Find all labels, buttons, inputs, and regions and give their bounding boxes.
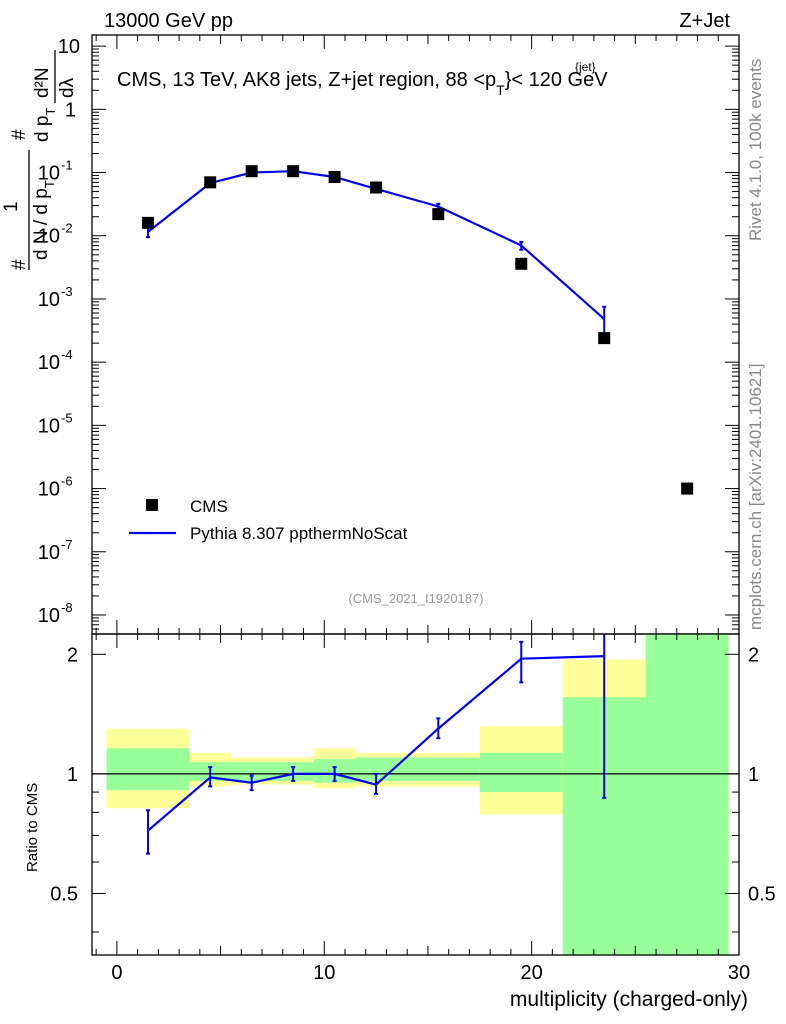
cms-data-point bbox=[141, 216, 154, 229]
main-ytick-label: 10 bbox=[38, 542, 60, 564]
main-ylabel: # 1 d N / d pT # d pT d²N dλ bbox=[1, 50, 78, 270]
legend-label-cms: CMS bbox=[190, 497, 228, 516]
main-frame bbox=[91, 34, 740, 635]
legend-label-pythia: Pythia 8.307 ppthermNoScat bbox=[190, 524, 408, 543]
ratio-ylabel: Ratio to CMS bbox=[24, 783, 41, 872]
ylabel-dpt-sub: T bbox=[43, 108, 58, 116]
chart-title-prefix: CMS, 13 TeV, AK8 jets, Z+jet region, 88 … bbox=[117, 69, 496, 91]
main-ytick-label-base: 10 bbox=[38, 352, 60, 374]
cms-data-point bbox=[370, 181, 383, 194]
main-ytick-label-base: 10 bbox=[38, 479, 60, 501]
ylabel-d2n: d²N bbox=[32, 67, 53, 98]
main-ytick-label-exp: -8 bbox=[61, 600, 73, 615]
main-ytick-label-base: 10 bbox=[38, 163, 60, 185]
ratio-ytick-label-left: 0.5 bbox=[50, 883, 78, 905]
main-ytick-label: 10 bbox=[38, 163, 60, 185]
main-ytick-label-base: 10 bbox=[38, 605, 60, 627]
main-axis-ticks bbox=[92, 35, 740, 635]
ratio-band-green bbox=[645, 634, 729, 955]
ylabel-denom-text: d N / d p bbox=[31, 188, 52, 260]
rivet-version-label: Rivet 4.1.0, 100k events bbox=[746, 59, 765, 241]
cms-data-point bbox=[598, 332, 611, 345]
cms-data-point bbox=[287, 165, 300, 178]
ratio-xtick-label: 10 bbox=[313, 962, 335, 984]
main-ytick-label: 10 bbox=[38, 415, 60, 437]
main-ytick-label-exp: -1 bbox=[61, 158, 73, 173]
main-ytick-label-exp: -2 bbox=[61, 221, 73, 236]
ylabel-denominator: d N / d pT bbox=[31, 180, 57, 260]
ratio-xtick-label: 20 bbox=[521, 962, 543, 984]
main-ytick-label: 1 bbox=[65, 99, 76, 121]
main-ytick-label: 10 bbox=[38, 352, 60, 374]
ratio-ytick-label-left: 1 bbox=[67, 764, 78, 786]
ylabel-one: 1 bbox=[1, 201, 22, 212]
main-ytick-label: 10 bbox=[38, 289, 60, 311]
main-ytick-label-base: 10 bbox=[38, 226, 60, 248]
ratio-band-green bbox=[106, 748, 190, 791]
ylabel-dpt: d pT bbox=[32, 108, 58, 142]
main-ytick-label: 10 bbox=[38, 479, 60, 501]
ratio-axis-ticks bbox=[92, 634, 740, 955]
ratio-panel: 0.5 0.5 1 1 2 2 0 10 20 30 Ratio to CMS multipli… bbox=[24, 633, 776, 1011]
cms-data-point bbox=[432, 208, 445, 221]
main-ytick-label-exp: -3 bbox=[61, 284, 73, 299]
chart-title-sub: T bbox=[496, 82, 505, 98]
main-ytick-label: 10 bbox=[58, 36, 80, 58]
ratio-xtick-label: 30 bbox=[728, 962, 750, 984]
ylabel-denom-sub: T bbox=[42, 180, 57, 188]
main-series-group bbox=[141, 165, 694, 495]
main-ytick-label-exp: -5 bbox=[61, 410, 73, 425]
main-ytick-label: 10 bbox=[38, 605, 60, 627]
ylabel-hash-left: # bbox=[9, 259, 30, 270]
x-axis-label: multiplicity (charged-only) bbox=[510, 988, 748, 1011]
cms-data-point bbox=[515, 257, 528, 270]
ratio-ytick-label-left: 2 bbox=[67, 644, 78, 666]
ratio-frame bbox=[91, 633, 740, 956]
ratio-bands bbox=[106, 634, 729, 955]
ratio-series-group bbox=[145, 634, 607, 855]
energy-label: 13000 GeV pp bbox=[104, 10, 233, 32]
ratio-xtick-label: 0 bbox=[111, 962, 122, 984]
ratio-band-green bbox=[355, 757, 480, 781]
cms-data-point bbox=[328, 171, 341, 184]
ratio-ytick-label-right: 2 bbox=[748, 644, 759, 666]
legend-marker-cms bbox=[146, 499, 158, 511]
ratio-ytick-label-right: 0.5 bbox=[748, 883, 776, 905]
process-label: Z+Jet bbox=[679, 10, 730, 32]
analysis-id-label: (CMS_2021_I1920187) bbox=[348, 591, 483, 606]
chart-title: CMS, 13 TeV, AK8 jets, Z+jet region, 88 … bbox=[117, 69, 608, 98]
main-ytick-label-base: 10 bbox=[58, 36, 80, 58]
ratio-band-green bbox=[479, 752, 563, 793]
main-ytick-label-exp: -4 bbox=[61, 347, 73, 362]
main-ytick-label-base: 10 bbox=[38, 415, 60, 437]
cms-data-point bbox=[245, 165, 258, 178]
main-ytick-label-exp: -7 bbox=[61, 537, 73, 552]
chart-title-sup: {jet} bbox=[575, 60, 596, 74]
mcplots-label: mcplots.cern.ch [arXiv:2401.10621] bbox=[746, 364, 765, 630]
ylabel-dlambda: dλ bbox=[57, 77, 78, 98]
main-ytick-label-base: 10 bbox=[38, 289, 60, 311]
ylabel-hash-mid: # bbox=[9, 129, 30, 140]
ratio-ytick-label-right: 1 bbox=[748, 764, 759, 786]
ratio-y-tick-labels: 0.5 0.5 1 1 2 2 bbox=[50, 644, 776, 905]
main-ytick-label-base: 1 bbox=[65, 99, 76, 121]
cms-data-point bbox=[681, 482, 694, 495]
main-ytick-label-exp: -6 bbox=[61, 474, 73, 489]
chart-title-suffix: }< 120 GeV bbox=[505, 69, 609, 91]
ratio-x-tick-labels: 0 10 20 30 bbox=[111, 962, 750, 984]
ylabel-dpt-text: d p bbox=[32, 116, 53, 142]
main-ytick-label-base: 10 bbox=[38, 542, 60, 564]
cms-data-point bbox=[204, 176, 217, 189]
main-ytick-label: 10 bbox=[38, 226, 60, 248]
